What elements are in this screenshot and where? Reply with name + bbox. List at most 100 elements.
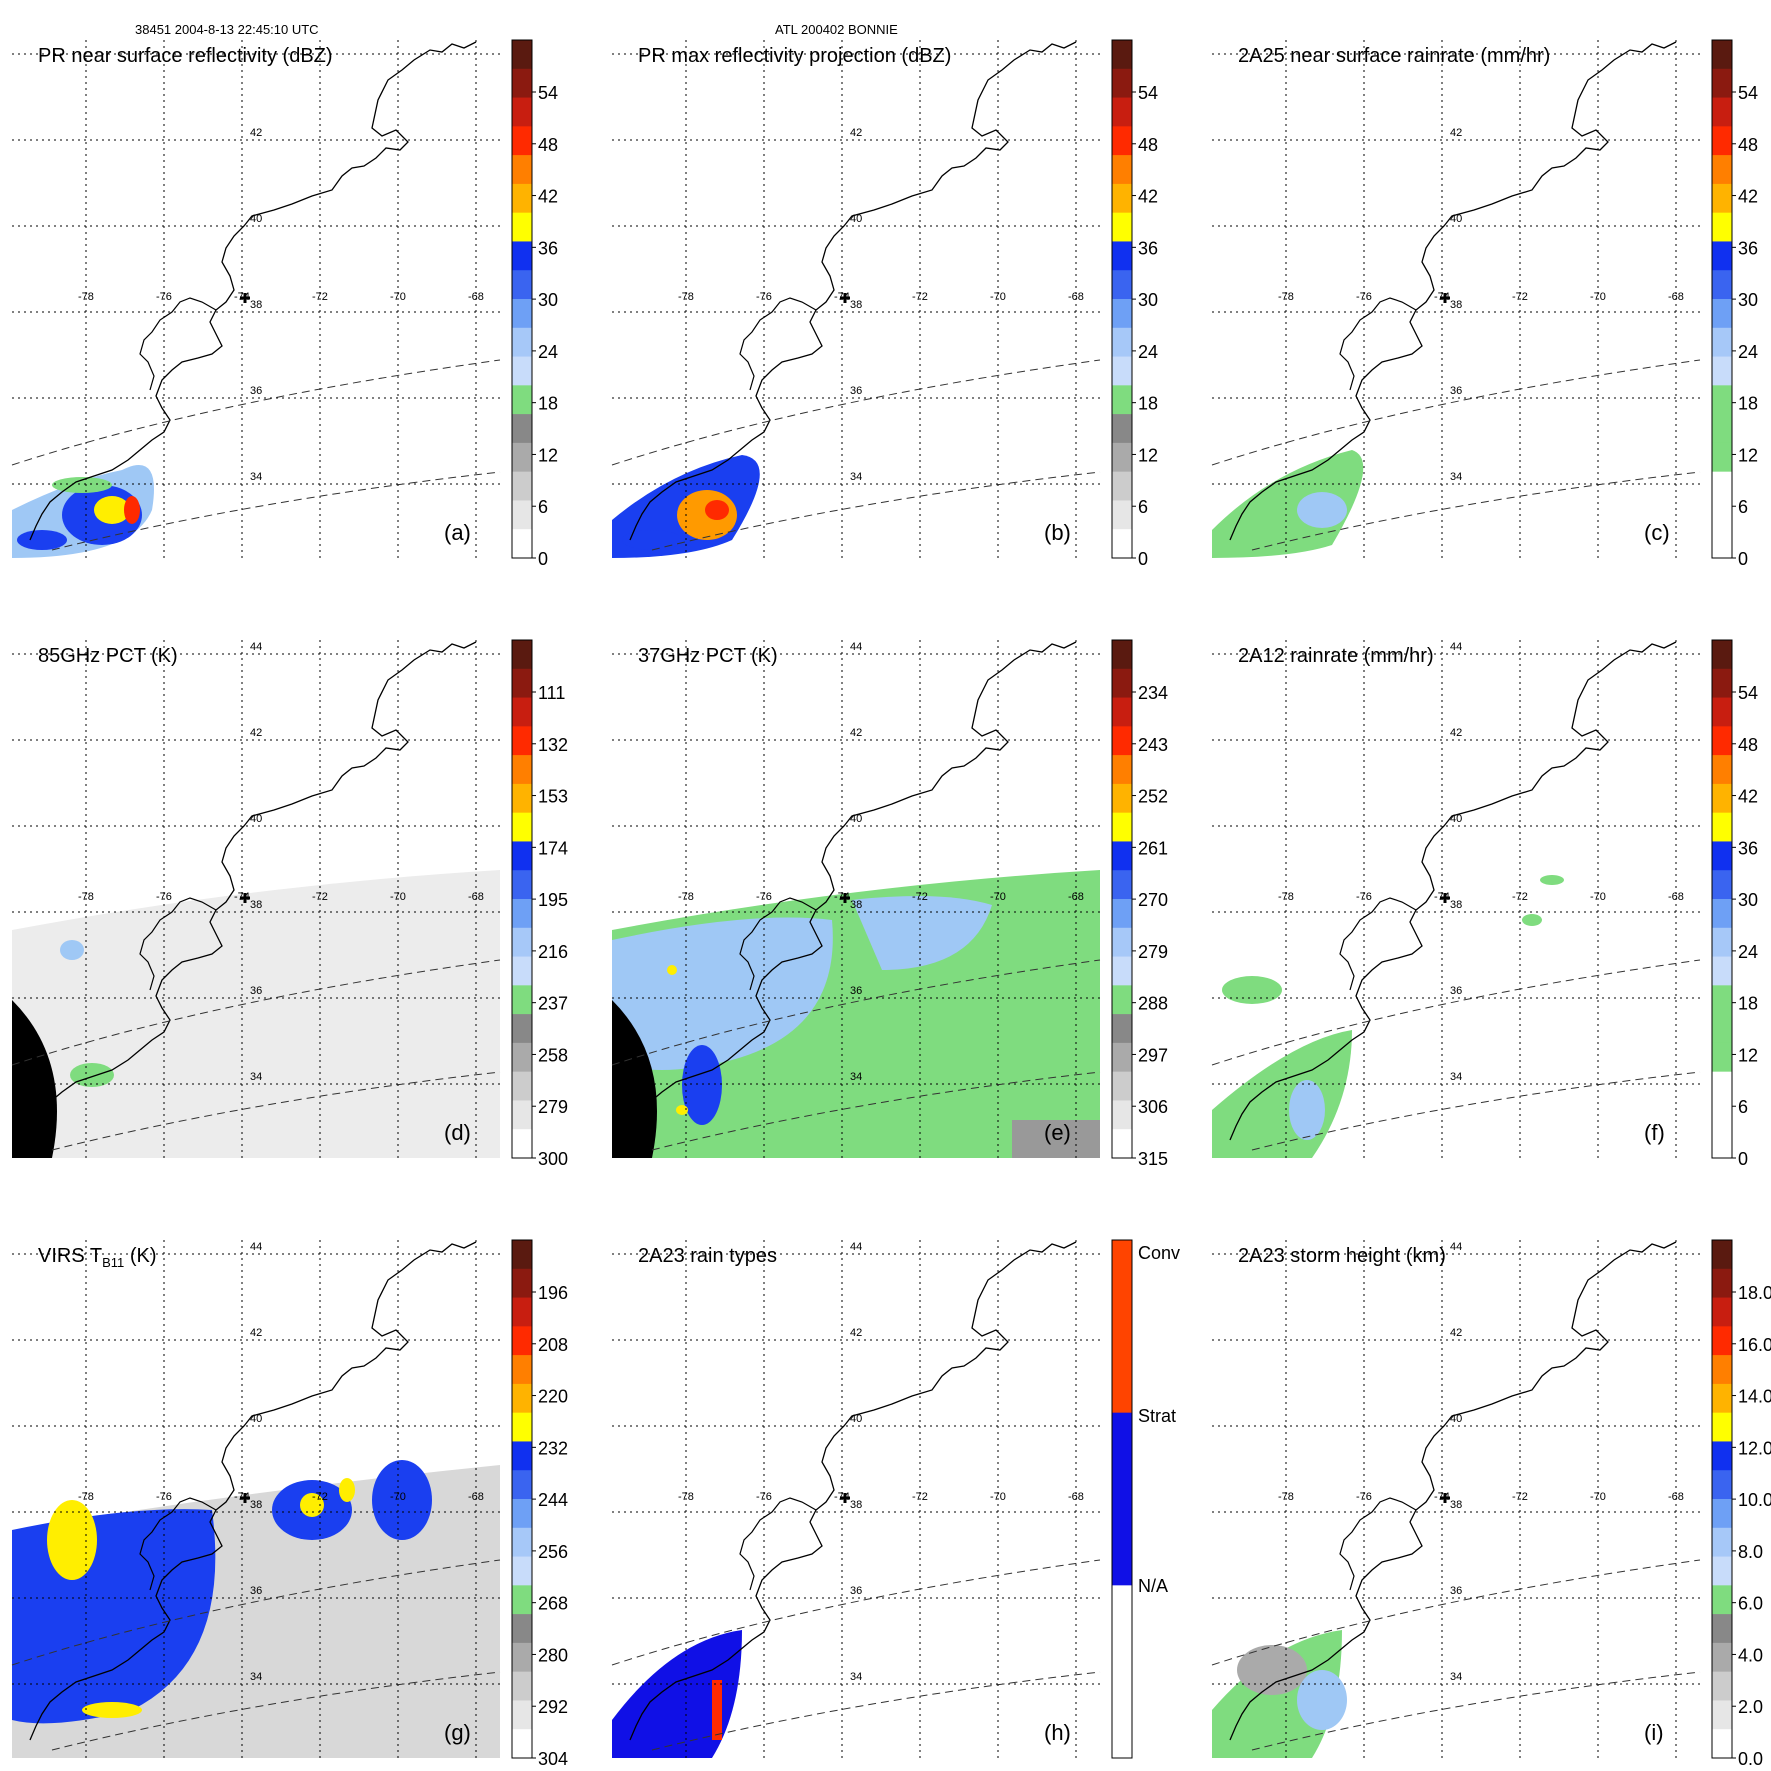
lon-label: -78 [78,291,94,303]
colorbar-swatch [512,1470,532,1500]
lon-label: -70 [390,291,406,303]
lon-label: -72 [312,291,328,303]
colorbar-swatch [512,668,532,699]
lon-label: -70 [990,291,1006,303]
lat-label: 42 [850,727,862,739]
lat-label: 36 [1450,985,1462,997]
lat-label: 42 [250,127,262,139]
lat-label: 38 [250,899,262,911]
colorbar: 54 48 42 36 30 24 18 12 6 0 [1711,39,1758,569]
storm-center-cross-icon [1440,293,1450,303]
lon-label: -68 [1068,891,1084,903]
coastline [29,41,477,541]
colorbar-tick-label: 48 [1138,135,1158,155]
colorbar: 54 48 42 36 30 24 18 12 6 0 [1711,639,1758,1169]
colorbar-tick-label: 195 [538,890,568,910]
colorbar-tick-label: 54 [1738,83,1758,103]
lat-label: 38 [1450,899,1462,911]
lon-label: -76 [156,1491,172,1503]
colorbar-swatch [512,1700,532,1730]
colorbar-swatch [512,1729,532,1759]
data-field-f [1212,875,1564,1158]
coastline [629,641,1077,1141]
colorbar-swatch [1712,68,1732,99]
colorbar-tick-label: 36 [538,238,558,258]
lat-label: 40 [1450,813,1462,825]
colorbar-tick-label: 300 [538,1149,568,1169]
panel-title: 2A25 near surface rainrate (mm/hr) [1238,45,1550,67]
colorbar-tick-label: 6 [1738,1097,1748,1117]
lon-label: -72 [1512,891,1528,903]
colorbar-swatch [1112,755,1132,785]
lat-label: 36 [850,1585,862,1597]
panel-title: 2A23 storm height (km) [1238,1245,1446,1267]
colorbar-swatch [1712,212,1732,242]
colorbar-tick-label: 243 [1138,735,1168,755]
colorbar-swatch [1712,1729,1732,1759]
data-field-e [612,870,1100,1158]
colorbar-tick-label: 12 [1738,1045,1758,1065]
lat-label: 38 [1450,1499,1462,1511]
colorbar-tick-label: 18 [538,394,558,414]
colorbar-tick-label: 268 [538,1594,568,1614]
colorbar-tick-label: 36 [1738,838,1758,858]
colorbar-swatch [512,270,532,300]
colorbar-swatch [1112,1014,1132,1044]
colorbar-swatch [512,956,532,986]
lon-label: -78 [678,891,694,903]
colorbar-tick-label: 232 [538,1438,568,1458]
storm-center-cross-icon [840,893,850,903]
lat-label: 34 [1450,1671,1462,1683]
colorbar-swatch [1112,668,1132,699]
colorbar-tick-label: 42 [1738,187,1758,207]
lon-label: -68 [1068,1491,1084,1503]
lat-label: 42 [250,727,262,739]
lon-label: -70 [1590,891,1606,903]
lon-label: -68 [468,1491,484,1503]
colorbar-swatch [512,783,532,814]
colorbar-tick-label: 304 [538,1749,568,1769]
colorbar-tick-label: 12 [1138,445,1158,465]
storm-center-cross-icon [240,893,250,903]
lon-label: -72 [1512,1491,1528,1503]
colorbar-swatch [1112,414,1132,444]
colorbar-swatch [512,1412,532,1442]
lat-label: 42 [1450,127,1462,139]
colorbar-tick-label: 16.0 [1738,1335,1771,1355]
colorbar-swatch [1712,1412,1732,1442]
lat-label: 36 [850,385,862,397]
data-field-i [1212,1630,1347,1758]
chesapeake-bay-outline [139,897,217,991]
panel-title: 2A23 rain types [638,1245,777,1267]
colorbar-swatch [512,385,532,415]
lat-label: 36 [1450,1585,1462,1597]
lat-label: 36 [250,1585,262,1597]
pr-swath-edges [11,959,501,1151]
chesapeake-bay-outline [1339,897,1417,991]
lon-label: -72 [912,291,928,303]
panel-title: 85GHz PCT (K) [38,645,178,667]
colorbar-swatch [512,1355,532,1385]
colorbar-swatch [1712,1470,1732,1500]
colorbar-swatch [512,1297,532,1327]
colorbar-tick-label: 153 [538,787,568,807]
colorbar-tick-label: 30 [1738,890,1758,910]
lon-label: -76 [1356,291,1372,303]
colorbar-swatch [1712,500,1732,530]
colorbar-swatch [1712,783,1732,814]
colorbar-tick-label: 30 [538,290,558,310]
storm-center-cross-icon [240,1493,250,1503]
colorbar-swatch [1112,1071,1132,1101]
chesapeake-bay-outline [739,1497,817,1591]
chesapeake-bay-outline [139,1497,217,1591]
colorbar-swatch [1712,126,1732,156]
data-field-c [1212,450,1364,558]
lat-label: 40 [250,1413,262,1425]
colorbar-swatch [1712,812,1732,842]
lat-label: 40 [250,213,262,225]
lat-label: 34 [250,1671,262,1683]
colorbar-tick-label: 6.0 [1738,1594,1763,1614]
colorbar-tick-label: 24 [538,342,558,362]
panel-letter-label: (e) [1044,1120,1071,1145]
colorbar-swatch [512,1268,532,1299]
